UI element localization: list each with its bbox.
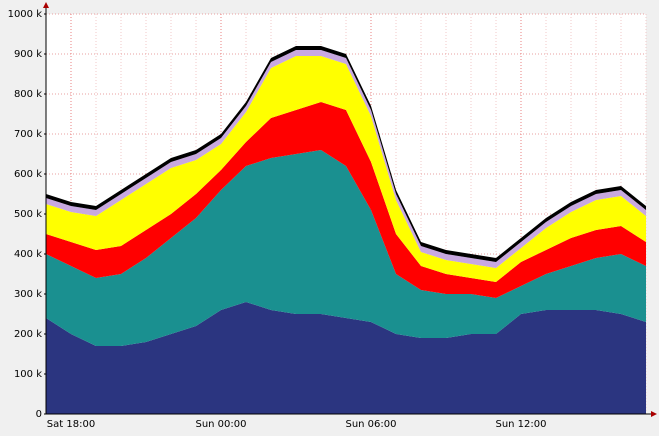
y-tick-label: 200 k xyxy=(14,329,42,340)
area xyxy=(46,150,646,346)
y-tick-label: 300 k xyxy=(14,289,42,300)
area xyxy=(46,302,646,414)
x-tick-label: Sat 18:00 xyxy=(47,419,95,430)
x-tick-label: Sun 00:00 xyxy=(195,419,246,430)
y-tick-label: 700 k xyxy=(14,129,42,140)
area xyxy=(46,56,646,282)
y-arrow xyxy=(43,2,49,8)
y-tick-label: 100 k xyxy=(14,369,42,380)
y-tick-label: 900 k xyxy=(14,49,42,60)
x-tick-label: Sun 06:00 xyxy=(345,419,396,430)
y-tick-label: 1000 k xyxy=(8,9,43,20)
y-tick-label: 400 k xyxy=(14,249,42,260)
x-arrow xyxy=(651,411,657,417)
y-tick-label: 600 k xyxy=(14,169,42,180)
x-tick-label: Sun 12:00 xyxy=(495,419,546,430)
area xyxy=(46,102,646,298)
y-tick-label: 500 k xyxy=(14,209,42,220)
y-tick-label: 0 xyxy=(36,409,42,420)
y-tick-label: 800 k xyxy=(14,89,42,100)
